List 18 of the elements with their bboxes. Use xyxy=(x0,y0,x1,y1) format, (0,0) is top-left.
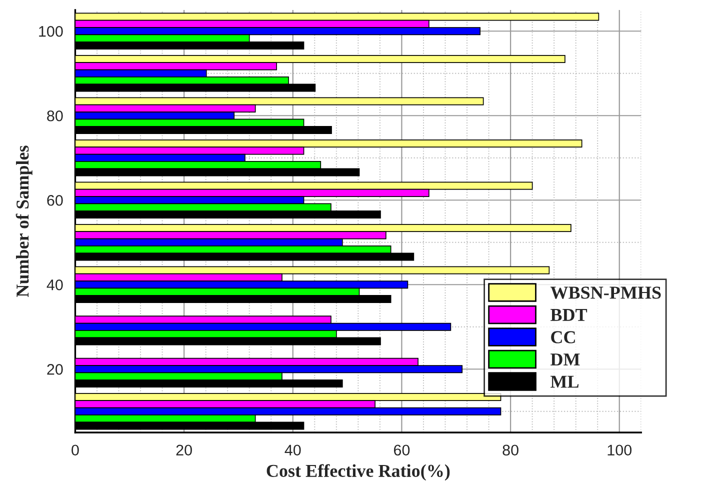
y-tick-label: 100 xyxy=(39,26,63,37)
x-tick-label: 80 xyxy=(502,444,518,456)
y-tick-label: 20 xyxy=(47,364,63,375)
legend-label: ML xyxy=(550,376,579,388)
x-tick-label: 100 xyxy=(608,444,632,456)
y-tick-label: 40 xyxy=(46,279,63,290)
legend-label: BDT xyxy=(550,309,588,321)
y-axis-title: Number of Samples xyxy=(16,146,32,297)
legend-label: DM xyxy=(550,354,580,366)
y-tick-label: 60 xyxy=(47,194,63,206)
x-axis-title: Cost Effective Ratio(%) xyxy=(266,464,450,481)
y-tick-label: 80 xyxy=(47,110,63,122)
legend-label: CC xyxy=(551,331,575,344)
x-tick-label: 20 xyxy=(176,444,192,456)
x-tick-label: 60 xyxy=(394,444,410,456)
x-tick-label: 40 xyxy=(284,444,301,456)
x-tick-label: 0 xyxy=(72,444,79,456)
legend-label: WBSN-PMHS xyxy=(550,286,661,299)
